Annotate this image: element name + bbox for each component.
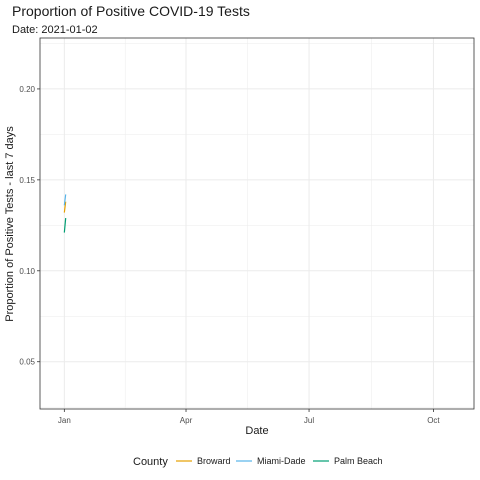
legend-title: County: [133, 456, 168, 468]
y-axis: 0.05 0.10 0.15 0.20: [19, 85, 40, 367]
plot-background: [40, 38, 474, 409]
plot-border: [39, 37, 475, 410]
x-tick-label: Jul: [304, 416, 314, 425]
x-axis-title: Date: [245, 425, 268, 437]
legend: County Broward Miami-Dade Palm Beach: [133, 456, 383, 468]
y-tick-label: 0.10: [19, 267, 35, 276]
x-tick-label: Jan: [58, 416, 71, 425]
chart-title: Proportion of Positive COVID-19 Tests: [12, 3, 250, 19]
y-axis-title: Proportion of Positive Tests - last 7 da…: [4, 126, 16, 322]
legend-label: Broward: [197, 456, 231, 466]
legend-label: Miami-Dade: [257, 456, 306, 466]
series-line-palm-beach: [63, 217, 67, 233]
grid-lines: [40, 38, 474, 409]
x-axis: Jan Apr Jul Oct: [58, 409, 440, 425]
y-tick-label: 0.05: [19, 358, 35, 367]
x-tick-label: Oct: [427, 416, 440, 425]
series-lines: [63, 194, 67, 233]
y-tick-label: 0.20: [19, 85, 35, 94]
plot-panel: [40, 38, 474, 409]
chart-subtitle: Date: 2021-01-02: [12, 24, 98, 36]
series-line-miami-dade: [63, 194, 67, 206]
y-tick-label: 0.15: [19, 176, 35, 185]
x-tick-label: Apr: [180, 416, 193, 425]
legend-label: Palm Beach: [334, 456, 383, 466]
series-line-broward: [63, 201, 67, 213]
